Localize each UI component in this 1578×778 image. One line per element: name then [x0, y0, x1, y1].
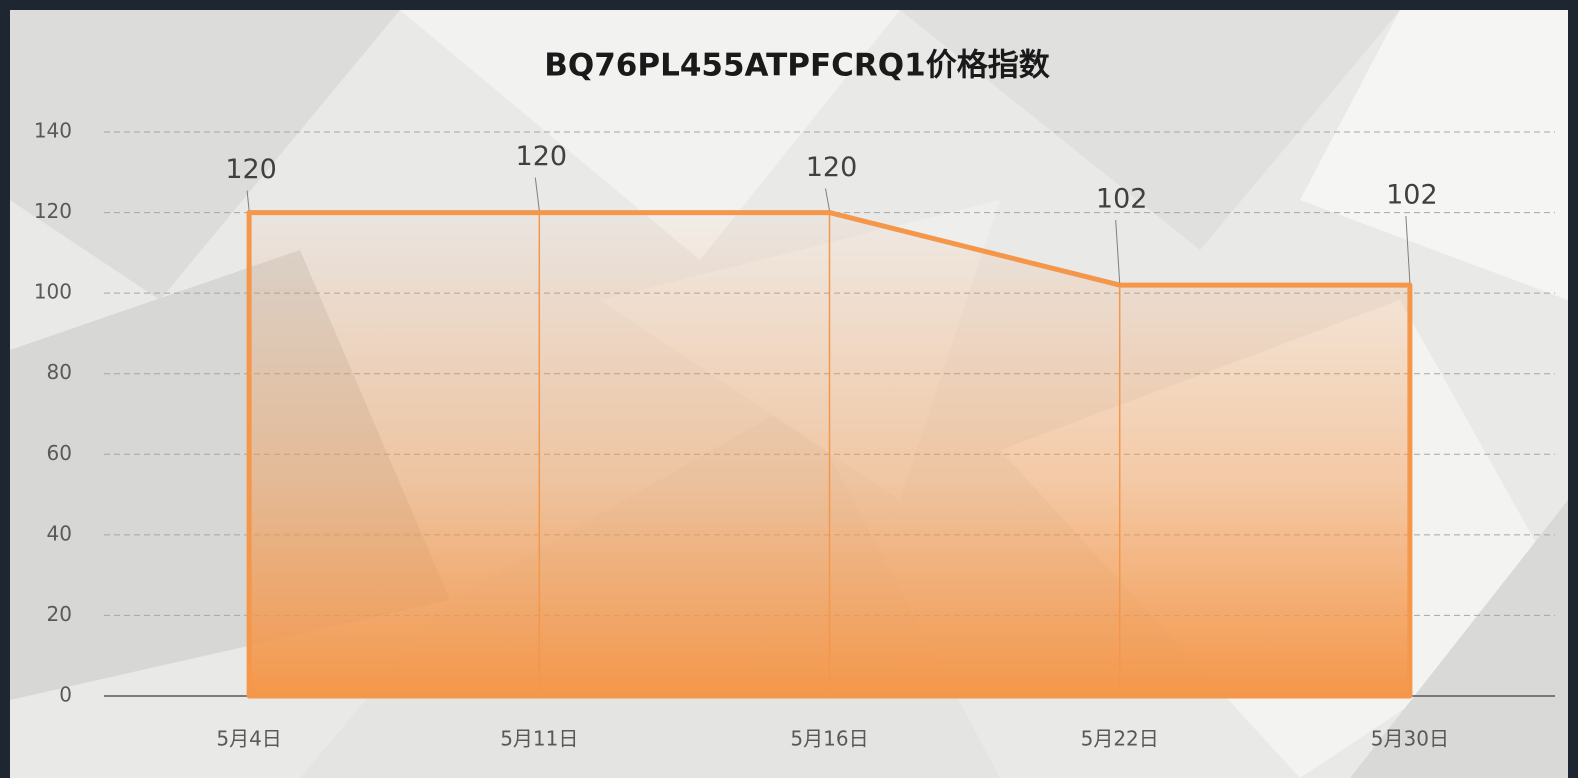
chart-title: BQ76PL455ATPFCRQ1价格指数 — [544, 48, 1049, 84]
data-label: 120 — [225, 154, 277, 185]
leader-line — [1115, 220, 1121, 284]
y-tick-label: 20 — [47, 602, 72, 626]
x-tick-label: 5月22日 — [1081, 727, 1159, 751]
data-label: 120 — [516, 141, 568, 172]
leader-line — [1405, 216, 1411, 284]
data-label: 102 — [1096, 184, 1148, 215]
y-tick-label: 80 — [47, 360, 72, 384]
y-tick-label: 140 — [34, 119, 72, 143]
y-tick-label: 120 — [34, 199, 72, 223]
leader-line — [246, 190, 250, 211]
leader-line — [825, 188, 830, 211]
y-tick-label: 100 — [34, 280, 72, 304]
leader-line — [534, 177, 540, 211]
x-tick-label: 5月4日 — [216, 727, 281, 751]
y-tick-label: 60 — [47, 441, 72, 465]
y-tick-label: 0 — [59, 683, 72, 707]
data-label: 102 — [1386, 180, 1438, 211]
y-tick-label: 40 — [47, 521, 72, 545]
x-tick-label: 5月30日 — [1371, 727, 1449, 751]
data-label: 120 — [806, 152, 858, 183]
x-tick-label: 5月16日 — [790, 727, 868, 751]
x-tick-label: 5月11日 — [500, 727, 578, 751]
